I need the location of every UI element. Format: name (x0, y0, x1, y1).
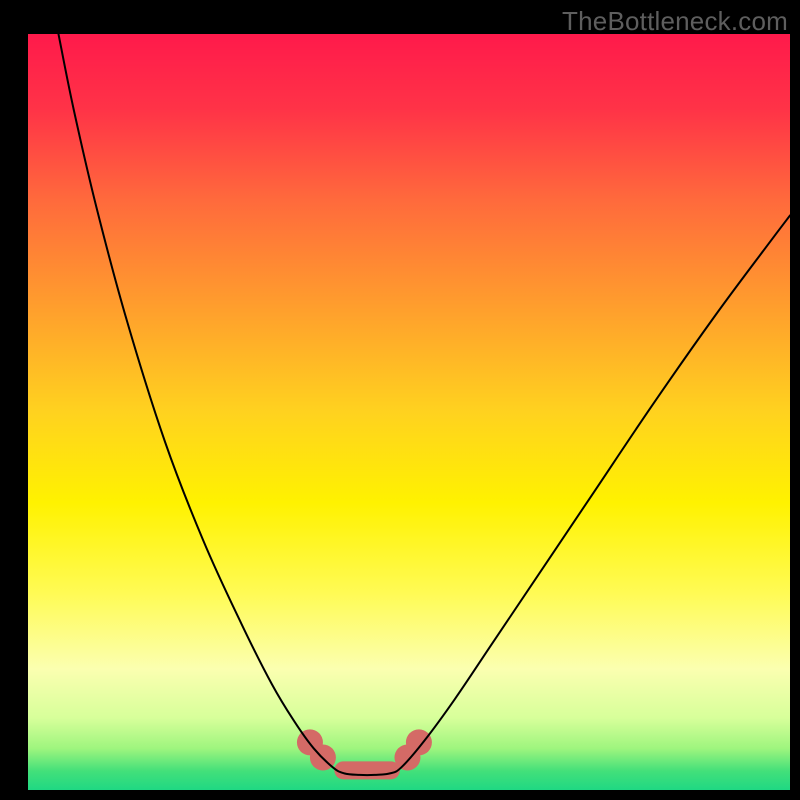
plot-svg (28, 34, 790, 790)
marker-bar (334, 761, 400, 779)
watermark-text: TheBottleneck.com (562, 6, 788, 37)
gradient-background (28, 34, 790, 790)
chart-frame: TheBottleneck.com (0, 0, 800, 800)
plot-area (28, 34, 790, 790)
marker-dot-3 (406, 729, 432, 755)
